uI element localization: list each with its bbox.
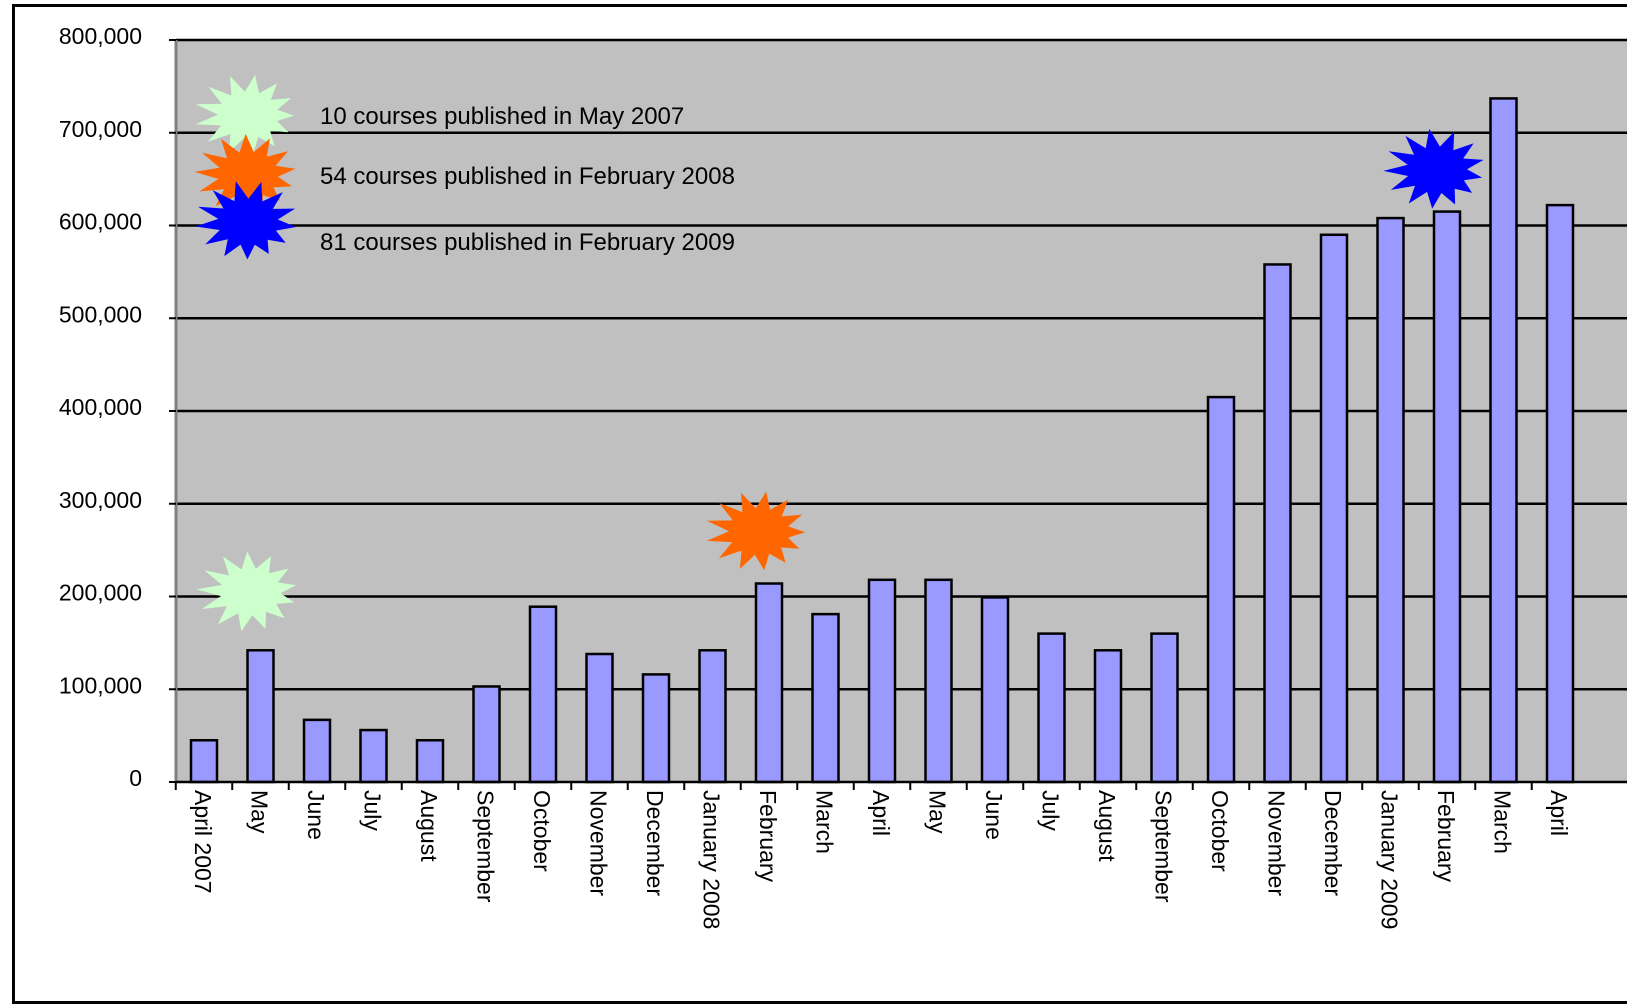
y-tick-label: 800,000 <box>59 23 142 49</box>
bar <box>1319 233 1349 784</box>
y-axis-ticks: 0 100,000 200,000 300,000 400,000 500,000 600,… <box>59 23 176 791</box>
bar <box>189 739 219 784</box>
x-tick-label: October <box>1207 790 1233 872</box>
x-tick-label: January 2009 <box>1377 790 1403 929</box>
bar <box>867 578 897 784</box>
y-tick-label: 300,000 <box>59 487 142 513</box>
y-tick-label: 500,000 <box>59 301 142 327</box>
legend: 10 courses published in May 2007 54 cours… <box>194 75 735 260</box>
x-tick-label: March <box>1490 790 1516 854</box>
x-tick-label: April 2007 <box>190 790 216 894</box>
bar <box>302 718 332 784</box>
bar <box>472 685 501 784</box>
y-tick-label: 700,000 <box>59 116 142 142</box>
y-tick-label: 0 <box>129 765 142 791</box>
x-tick-label: December <box>1320 790 1346 896</box>
x-tick-label: November <box>586 790 612 896</box>
y-tick-label: 100,000 <box>59 672 142 698</box>
x-tick-label: May <box>247 790 273 834</box>
bar <box>641 673 671 784</box>
starburst-marker <box>1383 128 1484 209</box>
x-tick-label: April <box>1546 790 1572 836</box>
x-tick-label: September <box>1151 790 1177 903</box>
bar <box>1037 632 1066 784</box>
x-tick-label: March <box>812 790 838 854</box>
starburst-marker <box>706 491 806 571</box>
bar <box>246 649 275 784</box>
legend-label: 54 courses published in February 2008 <box>320 163 735 190</box>
x-tick-label: February <box>755 790 781 883</box>
bar <box>1093 649 1123 784</box>
bar <box>359 728 388 784</box>
x-tick-label: November <box>1264 790 1290 896</box>
legend-starburst-icon <box>194 133 296 214</box>
legend-starburst-icon <box>195 75 295 154</box>
legend-label: 81 courses published in February 2009 <box>320 229 735 256</box>
x-tick-label: September <box>473 790 499 903</box>
bar <box>924 578 953 784</box>
bar <box>1150 632 1179 784</box>
x-tick-label: June <box>981 790 1007 840</box>
starburst-marker <box>196 551 296 632</box>
bar <box>754 582 784 784</box>
y-tick-label: 400,000 <box>59 394 142 420</box>
bar <box>1432 210 1462 784</box>
bar <box>980 596 1010 784</box>
x-tick-label: April <box>868 790 894 836</box>
x-tick-label: August <box>416 790 442 862</box>
x-tick-label: August <box>1094 790 1120 862</box>
bar <box>1489 97 1518 784</box>
x-tick-label: June <box>303 790 329 840</box>
x-tick-label: July <box>1038 790 1064 831</box>
y-tick-label: 600,000 <box>59 209 142 235</box>
bar <box>1206 395 1236 784</box>
x-tick-label: May <box>925 790 951 834</box>
x-tick-label: January 2008 <box>699 790 725 929</box>
bar <box>585 652 614 784</box>
legend-label: 10 courses published in May 2007 <box>320 103 684 130</box>
x-tick-label: December <box>642 790 668 896</box>
x-tick-label: July <box>360 790 386 831</box>
bar <box>528 605 558 784</box>
bar <box>1376 216 1405 784</box>
bar <box>811 612 840 784</box>
bar <box>698 649 727 784</box>
x-axis-labels: April 2007 May June July August September Octo… <box>174 782 1572 929</box>
bar <box>1545 203 1575 784</box>
event-markers <box>196 128 1484 632</box>
x-tick-label: February <box>1433 790 1459 883</box>
x-tick-label: October <box>529 790 555 872</box>
bar <box>415 739 445 784</box>
legend-starburst-icon <box>195 181 296 260</box>
bar <box>1263 263 1292 784</box>
y-tick-label: 200,000 <box>59 580 142 606</box>
